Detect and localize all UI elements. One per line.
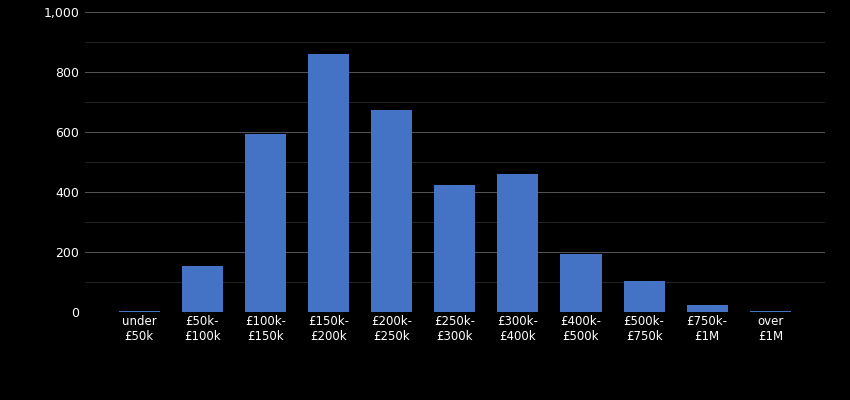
Bar — [497, 174, 538, 312]
Bar — [245, 134, 286, 312]
Bar — [308, 54, 349, 312]
Bar — [371, 110, 412, 312]
Bar — [182, 266, 223, 312]
Bar — [687, 306, 728, 312]
Bar — [560, 254, 602, 312]
Bar — [119, 310, 160, 312]
Bar — [434, 184, 475, 312]
Bar — [750, 310, 791, 312]
Bar — [624, 280, 665, 312]
